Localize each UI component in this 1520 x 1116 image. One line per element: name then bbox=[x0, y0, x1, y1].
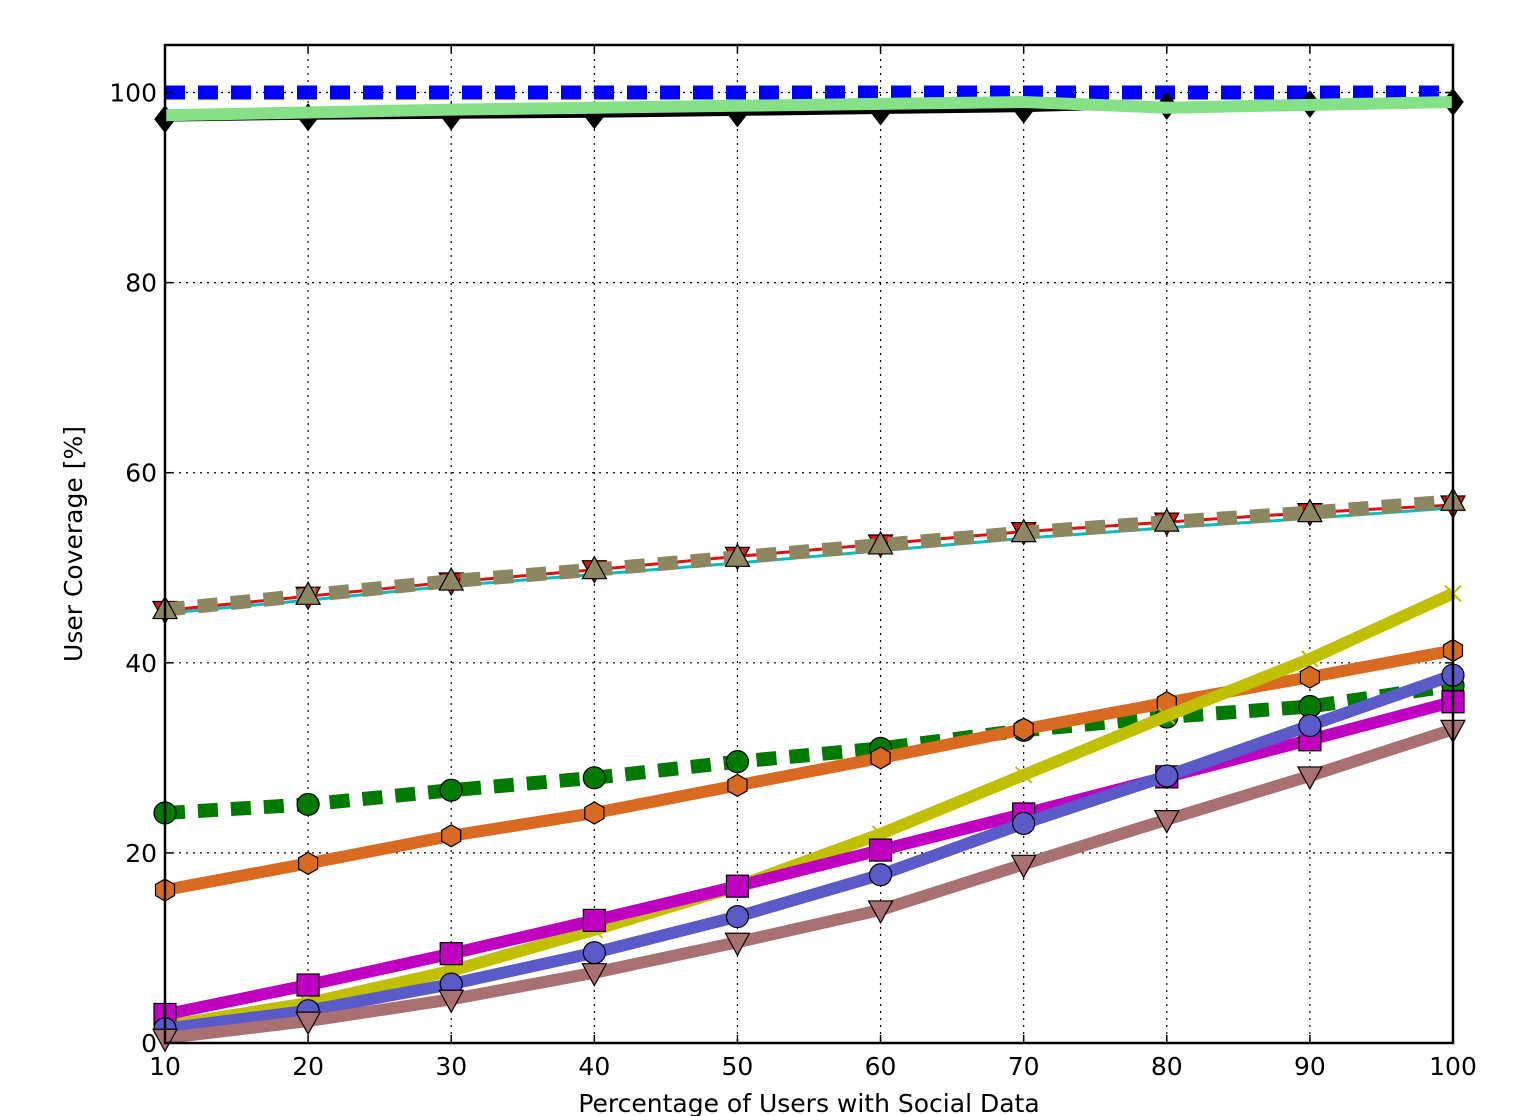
series-12 bbox=[151, 719, 1467, 1053]
data-point bbox=[724, 543, 751, 567]
data-point bbox=[1153, 810, 1180, 834]
data-point bbox=[727, 773, 748, 798]
data-point bbox=[1296, 498, 1323, 523]
series-line bbox=[164, 723, 1455, 1045]
x-tick-label: 100 bbox=[1429, 1052, 1477, 1081]
data-point bbox=[439, 778, 463, 802]
data-point bbox=[1010, 854, 1037, 879]
plot-frame bbox=[163, 43, 1455, 1045]
data-point bbox=[867, 900, 894, 925]
y-tick-label: 0 bbox=[141, 1029, 157, 1058]
series-line bbox=[164, 678, 1455, 820]
x-tick-label: 40 bbox=[578, 1052, 610, 1081]
data-point bbox=[438, 566, 465, 591]
series-11 bbox=[153, 663, 1465, 1041]
data-point bbox=[725, 904, 750, 929]
x-tick-label: 70 bbox=[1008, 1052, 1040, 1081]
data-point bbox=[298, 851, 319, 876]
data-point bbox=[439, 942, 463, 966]
series-line bbox=[164, 96, 1454, 122]
y-axis-label: User Coverage [%] bbox=[59, 426, 88, 662]
data-point bbox=[868, 838, 893, 862]
data-point bbox=[1301, 650, 1319, 668]
data-point bbox=[1296, 766, 1323, 791]
x-tick-label: 90 bbox=[1294, 1052, 1326, 1081]
data-point bbox=[582, 766, 606, 790]
data-point bbox=[441, 824, 462, 848]
data-point bbox=[1153, 507, 1180, 532]
data-point bbox=[1014, 766, 1033, 784]
x-tick-label: 60 bbox=[865, 1052, 897, 1081]
x-axis-label: Percentage of Users with Social Data bbox=[578, 1089, 1039, 1116]
y-tick-label: 80 bbox=[125, 269, 157, 298]
data-point bbox=[581, 555, 608, 580]
data-point bbox=[725, 874, 750, 898]
data-point bbox=[582, 941, 606, 965]
data-point bbox=[582, 908, 606, 932]
x-tick-label: 50 bbox=[722, 1052, 754, 1081]
x-tick-label: 30 bbox=[435, 1052, 467, 1081]
data-point bbox=[295, 1011, 322, 1036]
series-3 bbox=[164, 96, 1454, 122]
data-point bbox=[296, 792, 320, 817]
data-point bbox=[1299, 665, 1321, 689]
data-point bbox=[296, 973, 320, 997]
x-marker-stroke bbox=[1014, 766, 1033, 784]
series-line bbox=[164, 587, 1456, 1032]
y-tick-label: 40 bbox=[125, 649, 157, 678]
series-line bbox=[163, 696, 1455, 1021]
data-point bbox=[584, 801, 605, 825]
data-point bbox=[1298, 713, 1322, 738]
series-line bbox=[164, 669, 1455, 1035]
x-tick-label: 20 bbox=[292, 1052, 324, 1081]
data-point bbox=[295, 581, 322, 605]
y-tick-label: 60 bbox=[125, 459, 157, 488]
data-point bbox=[438, 989, 465, 1014]
x-tick-label: 80 bbox=[1151, 1052, 1183, 1081]
y-tick-label: 20 bbox=[125, 839, 157, 868]
data-point bbox=[870, 746, 891, 770]
y-tick-label: 100 bbox=[109, 79, 157, 108]
axis-ticks: 10 20 30 40 50 60 70 80 90 100 0 20 40 60 80 100 bbox=[109, 45, 1477, 1081]
data-point bbox=[724, 932, 751, 957]
x-marker-stroke bbox=[1301, 650, 1319, 668]
data-point bbox=[1013, 717, 1034, 741]
data-point bbox=[868, 863, 893, 887]
data-point bbox=[581, 963, 608, 987]
data-point bbox=[1012, 811, 1036, 836]
x-tick-label: 10 bbox=[149, 1052, 181, 1081]
data-point bbox=[725, 750, 750, 774]
data-point bbox=[1158, 707, 1176, 725]
data-point bbox=[867, 530, 894, 555]
x-marker-stroke bbox=[1158, 707, 1176, 725]
data-point bbox=[1010, 518, 1037, 543]
series-line bbox=[164, 494, 1454, 617]
data-point bbox=[1155, 764, 1179, 788]
